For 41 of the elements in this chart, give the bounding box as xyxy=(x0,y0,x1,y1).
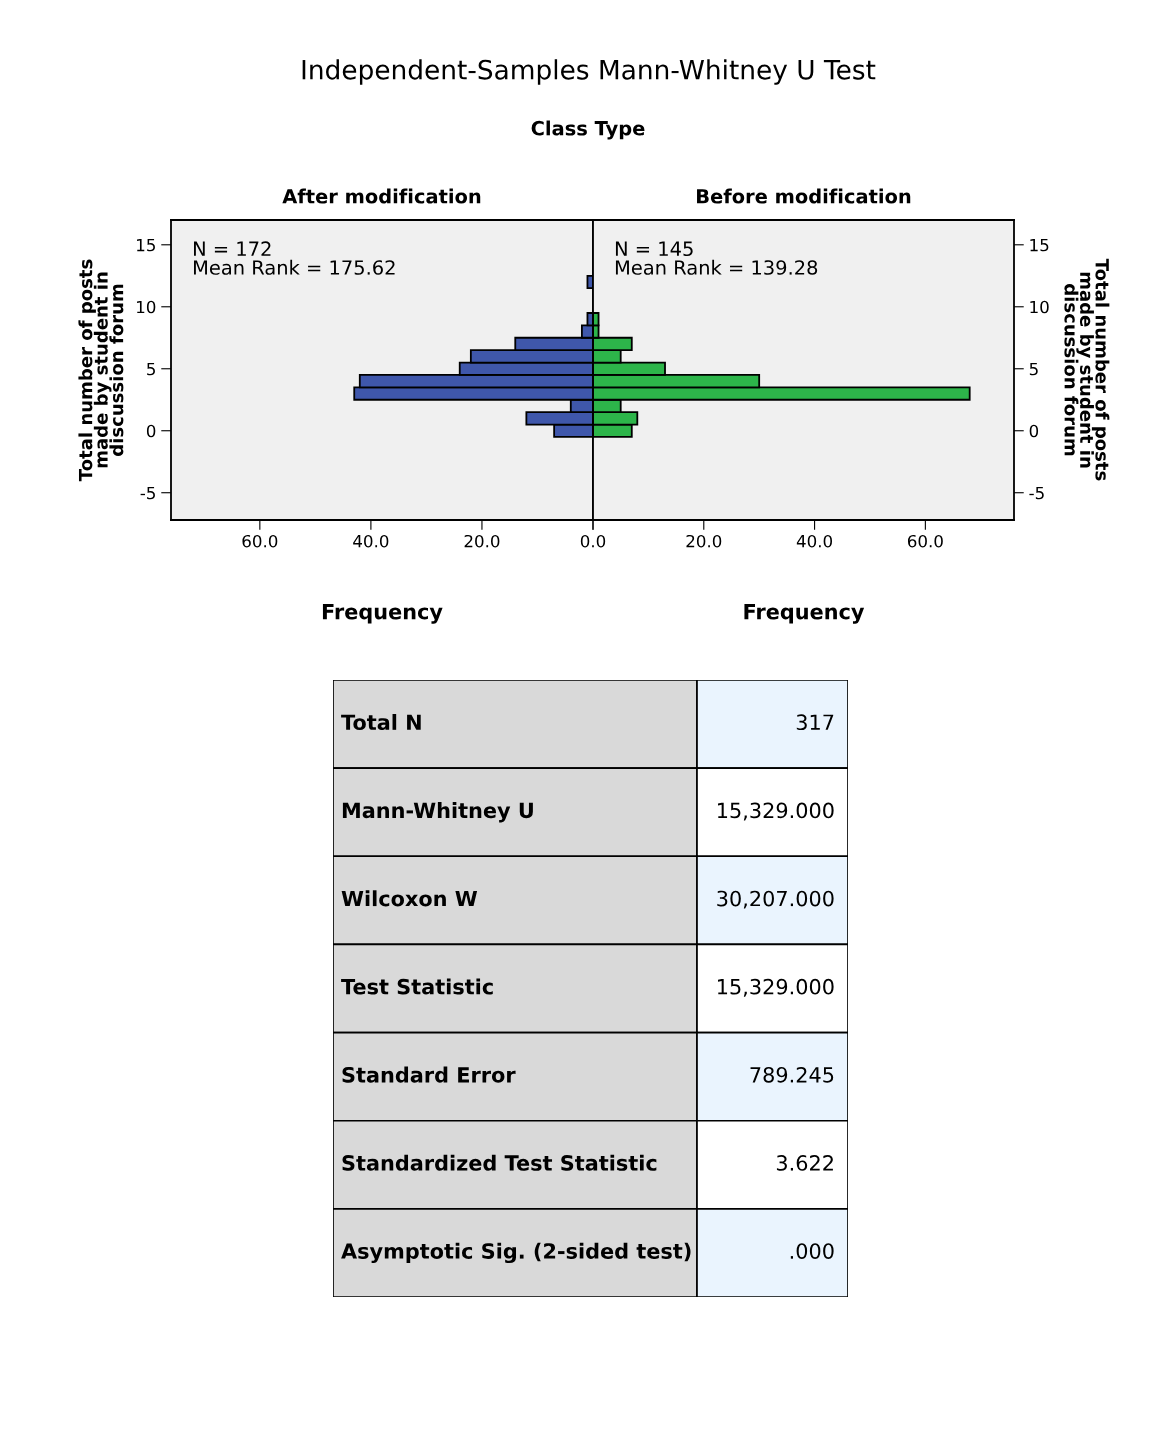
y-axis-title: Total number of posts made by student in discussion forum xyxy=(1064,258,1110,481)
category-label: Test Statistic xyxy=(341,978,493,995)
x-axis-title: Frequency xyxy=(322,603,443,624)
y-tick-label: 5 xyxy=(147,362,155,376)
x-tick-label: 40.0 xyxy=(796,534,833,548)
y-tick-label: -5 xyxy=(140,486,155,500)
y-tick-label: 0 xyxy=(1029,424,1039,438)
category-label: Wilcoxon W xyxy=(341,890,478,907)
category-label: Mann-Whitney U xyxy=(342,802,533,823)
y-tick-label: 15 xyxy=(137,238,155,252)
y-axis-title: Total number of posts made by student in discussion forum xyxy=(78,259,124,482)
x-axis-title: Frequency xyxy=(744,603,865,624)
text: 30,207.000 xyxy=(717,890,834,909)
chart-title: Before modification xyxy=(697,188,911,204)
x-tick-label: 20.0 xyxy=(686,534,722,548)
y-tick-label: -5 xyxy=(1029,486,1044,500)
chart-title: After modification xyxy=(282,188,481,204)
category-label: Standard Error xyxy=(342,1066,516,1083)
text: Independent-Samples Mann-Whitney U Test xyxy=(302,59,876,85)
text: .000 xyxy=(790,1243,834,1259)
y-tick-label: 15 xyxy=(1030,238,1049,252)
y-tick-label: 5 xyxy=(1029,362,1038,376)
x-tick-label: 60.0 xyxy=(907,534,943,548)
x-tick-label: 20.0 xyxy=(464,534,500,548)
category-label: Standardized Test Statistic xyxy=(342,1154,657,1171)
category-label: Total N xyxy=(341,713,421,731)
y-tick-label: 10 xyxy=(1030,300,1049,314)
x-tick-label: 0.0 xyxy=(580,534,606,548)
category-label: Asymptotic Sig. (2-sided test) xyxy=(341,1242,691,1264)
text: 15,329.000 xyxy=(718,978,834,997)
x-tick-label: 60.0 xyxy=(242,534,278,548)
x-tick-label: 40.0 xyxy=(353,534,389,548)
text: 3.622 xyxy=(776,1155,833,1171)
y-tick-label: 0 xyxy=(146,424,156,438)
text: 15,329.000 xyxy=(718,802,834,821)
text: 789.245 xyxy=(750,1066,834,1083)
annotation: N = 172 Mean Rank = 175.62 xyxy=(194,241,395,275)
text: 317 xyxy=(796,714,834,731)
y-tick-label: 10 xyxy=(137,300,156,314)
annotation: N = 145 Mean Rank = 139.28 xyxy=(615,241,818,275)
text: Class Type xyxy=(531,120,645,140)
